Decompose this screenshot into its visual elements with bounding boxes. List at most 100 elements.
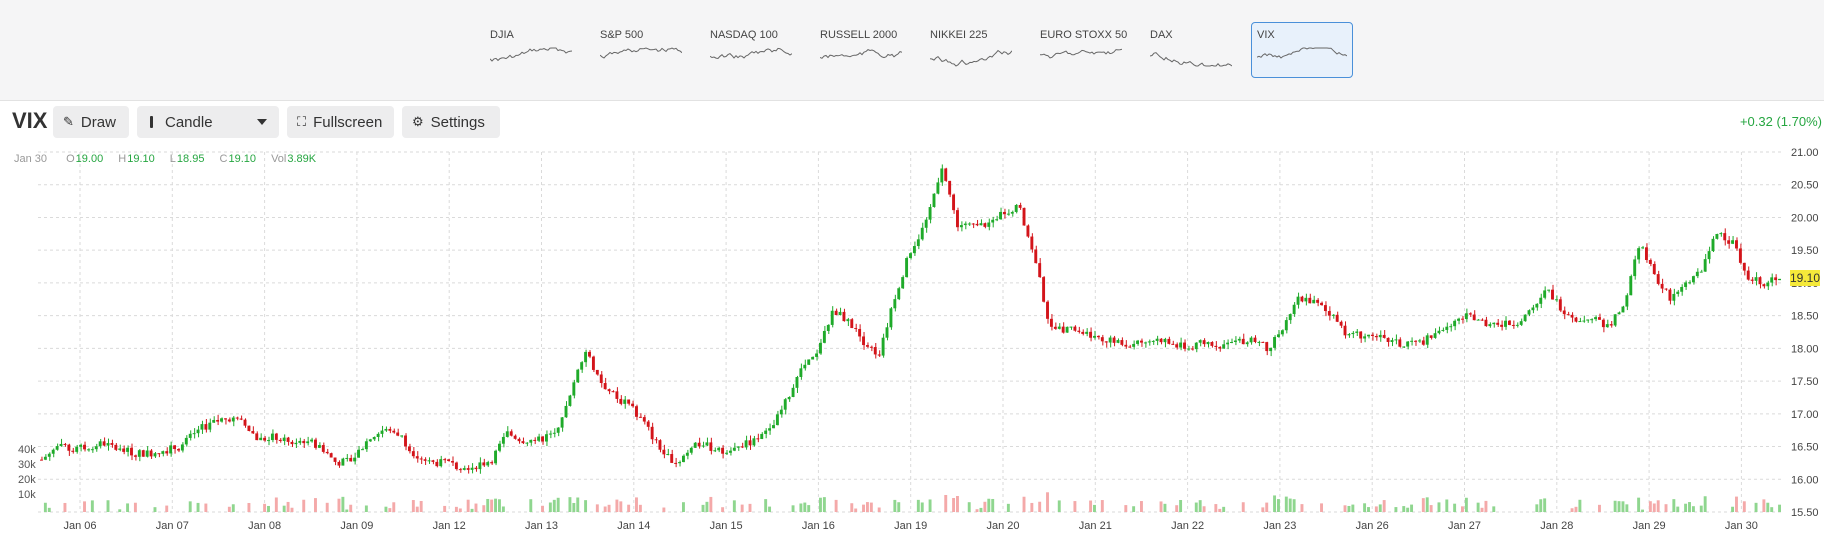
candle-body: [1179, 342, 1183, 348]
candle-body: [1108, 337, 1112, 343]
candle-body: [294, 442, 298, 445]
candle-body: [1410, 340, 1414, 342]
index-card-sp500[interactable]: S&P 500: [594, 22, 686, 78]
candle-body: [1300, 296, 1304, 302]
candle-body: [603, 383, 607, 390]
candle-body: [1676, 291, 1680, 294]
volume-bar: [1535, 504, 1539, 512]
x-tick-label: Jan 13: [525, 520, 558, 532]
candle-body: [470, 467, 474, 470]
candle-body: [1648, 259, 1652, 264]
candle-body: [458, 469, 462, 471]
close-key: C: [219, 153, 228, 165]
volume-bar: [1378, 504, 1382, 512]
volume-bar: [1742, 501, 1746, 512]
volume-bar: [987, 498, 991, 512]
sparkline-icon: [1150, 52, 1232, 67]
candle-body: [1210, 341, 1214, 346]
candle-body: [1507, 320, 1511, 325]
candle-body: [1226, 342, 1230, 345]
candle-body: [1566, 314, 1570, 316]
index-label: S&P 500: [600, 29, 644, 41]
candle-body: [1758, 277, 1762, 285]
draw-button[interactable]: ✎ Draw: [53, 106, 129, 138]
y-tick-label: 20.00: [1791, 212, 1819, 224]
volume-bar: [568, 497, 572, 512]
candle-body: [110, 443, 114, 445]
candle-body: [709, 442, 713, 451]
candle-body: [881, 337, 885, 356]
volume-bar: [1046, 492, 1049, 512]
candle-body: [220, 418, 223, 422]
candle-body: [595, 369, 599, 375]
y-tick-label: 16.00: [1791, 474, 1819, 486]
index-card-dax[interactable]: DAX: [1144, 22, 1236, 78]
candle-body: [576, 369, 580, 383]
volume-bar: [1100, 500, 1104, 512]
volume-bar: [1778, 504, 1781, 512]
candle-body: [216, 419, 220, 422]
candle-body: [1280, 330, 1284, 335]
candle-body: [564, 405, 568, 418]
candle-body: [936, 182, 940, 194]
volume-bar: [1038, 501, 1042, 512]
volume-bar: [1613, 500, 1617, 512]
candle-body: [920, 227, 924, 240]
candlestick-chart[interactable]: 21.00 20.50 20.00 19.50 19.00 18.50 18.00 17.50…: [0, 148, 1824, 540]
volume-bar: [1006, 503, 1010, 512]
candle-body: [1562, 310, 1566, 315]
x-tick-label: Jan 30: [1725, 520, 1758, 532]
settings-button[interactable]: ⚙ Settings: [402, 106, 500, 138]
chart-type-dropdown[interactable]: Candle: [137, 106, 279, 138]
candle-body: [137, 450, 141, 457]
volume-bar: [1194, 502, 1198, 512]
index-card-nikkei225[interactable]: NIKKEI 225: [924, 22, 1016, 78]
candle-body: [1742, 262, 1746, 271]
volume-bar: [548, 502, 552, 512]
index-card-russell2000[interactable]: RUSSELL 2000: [814, 22, 906, 78]
candle-body: [1621, 306, 1625, 313]
candle-body: [1359, 331, 1363, 339]
candle-body: [611, 391, 615, 393]
candle-body: [1081, 331, 1085, 334]
volume-bar: [1731, 506, 1735, 512]
candle-body: [353, 457, 357, 462]
y-tick-label: 18.00: [1791, 343, 1819, 355]
index-card-eurostoxx50[interactable]: EURO STOXX 50: [1034, 22, 1127, 78]
candle-body: [541, 436, 544, 442]
candle-body: [1018, 204, 1022, 208]
candle-body: [1202, 340, 1206, 345]
volume-bar: [529, 499, 533, 512]
volume-bar: [204, 503, 208, 512]
candle-body: [114, 444, 118, 450]
fullscreen-button[interactable]: ⛶ Fullscreen: [287, 106, 394, 138]
index-card-vix[interactable]: VIX: [1251, 22, 1353, 78]
candle-body: [1327, 311, 1331, 316]
candle-body: [1746, 270, 1750, 280]
candle-body: [513, 435, 517, 439]
close-value: 19.10: [228, 153, 256, 165]
candle-body: [63, 443, 67, 445]
candle-body: [212, 419, 216, 423]
index-card-djia[interactable]: DJIA: [484, 22, 576, 78]
candle-body: [1206, 341, 1210, 345]
candle-body: [1347, 334, 1351, 336]
candle-body: [400, 435, 404, 437]
volume-bar: [1292, 499, 1296, 512]
candle-body: [1261, 341, 1265, 343]
candle-body: [196, 429, 200, 434]
candle-body: [1656, 274, 1660, 284]
volume-bar: [1754, 502, 1758, 512]
candle-body: [1766, 282, 1770, 287]
candle-body: [830, 310, 834, 325]
candle-body: [274, 433, 278, 440]
candle-body: [447, 459, 451, 461]
volume-bar: [247, 502, 251, 512]
candle-body: [157, 453, 161, 455]
candle-body: [803, 364, 807, 369]
volume-bar: [341, 496, 345, 512]
index-card-nasdaq100[interactable]: NASDAQ 100: [704, 22, 796, 78]
candle-body: [791, 387, 795, 398]
volume-bar: [1175, 505, 1179, 512]
candle-body: [1308, 297, 1312, 304]
